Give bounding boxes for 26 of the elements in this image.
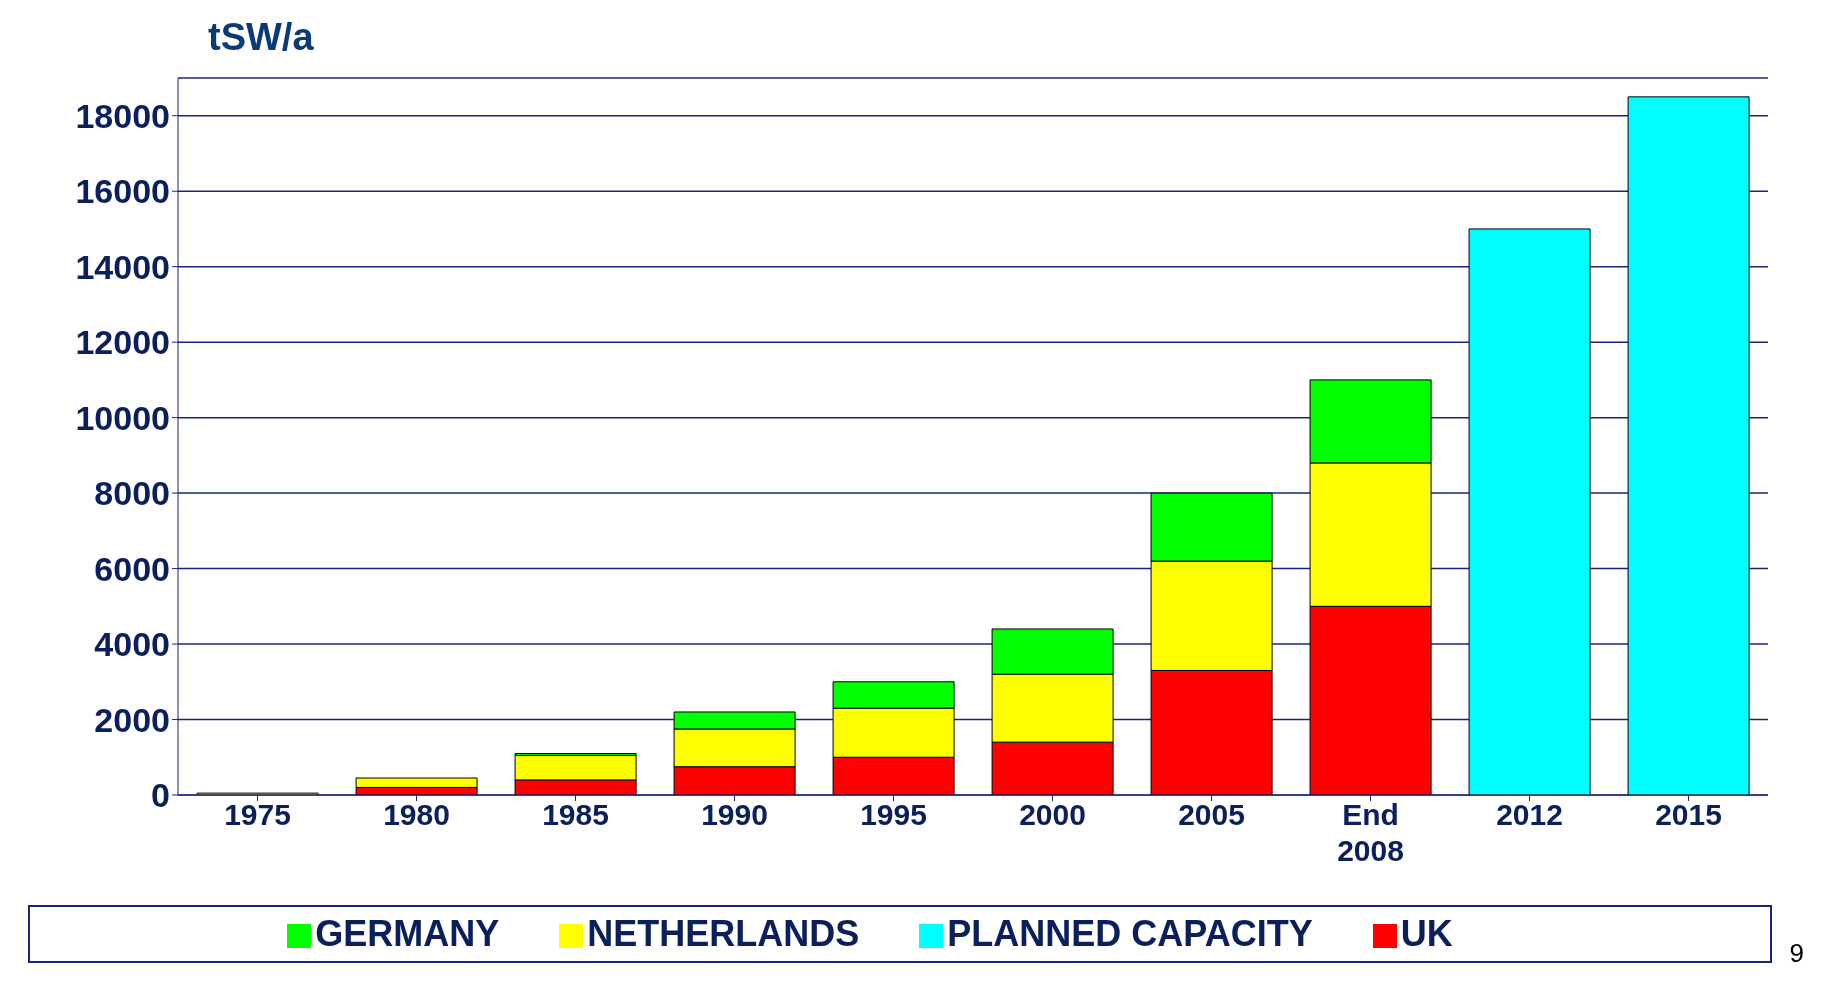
y-tick-label: 16000 <box>75 172 170 211</box>
y-tick-label: 14000 <box>75 247 170 286</box>
legend-label: UK <box>1400 913 1453 954</box>
x-tick-label: 1985 <box>542 798 609 831</box>
legend-label: GERMANY <box>315 913 500 954</box>
legend-label: NETHERLANDS <box>587 913 860 954</box>
x-tick-label: 1980 <box>383 798 450 831</box>
x-tick-label: 2000 <box>1019 798 1086 831</box>
y-tick-label: 6000 <box>94 549 170 588</box>
y-tick-label: 8000 <box>94 474 170 513</box>
y-tick-label: 0 <box>151 776 170 815</box>
x-tick-label: 2012 <box>1496 798 1563 831</box>
x-tick-label: 1990 <box>701 798 768 831</box>
y-tick-label: 4000 <box>94 625 170 664</box>
y-tick-label: 2000 <box>94 700 170 739</box>
y-tick-label: 18000 <box>75 96 170 135</box>
y-tick-label: 10000 <box>75 398 170 437</box>
x-tick-label: 1995 <box>860 798 927 831</box>
text: 9 <box>1789 938 1804 969</box>
legend-label: PLANNED CAPACITY <box>947 913 1313 954</box>
x-tick-label: 2005 <box>1178 798 1245 831</box>
x-tick-label: 2015 <box>1655 798 1722 831</box>
y-axis-title: tSW/a <box>208 16 314 59</box>
x-tick-label: End 2008 <box>1337 798 1404 867</box>
x-tick-label: 1975 <box>224 798 291 831</box>
y-tick-label: 12000 <box>75 323 170 362</box>
